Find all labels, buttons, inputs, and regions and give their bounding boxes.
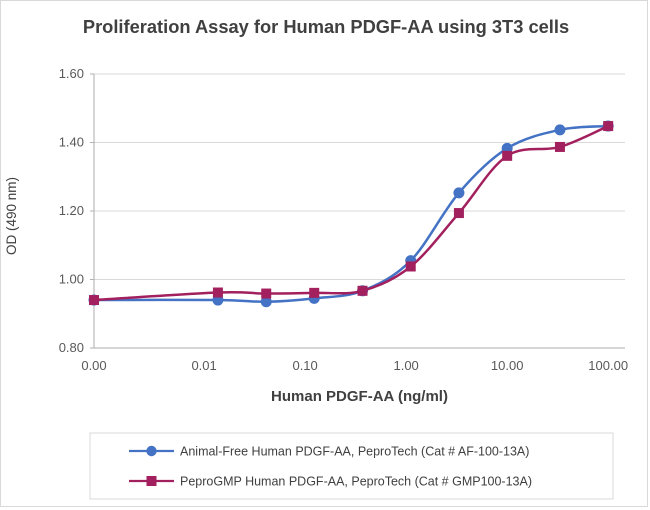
svg-text:Animal-Free Human PDGF-AA, Pep: Animal-Free Human PDGF-AA, PeproTech (Ca… <box>180 445 529 459</box>
svg-text:0.10: 0.10 <box>292 358 317 373</box>
svg-text:100.00: 100.00 <box>588 358 628 373</box>
svg-text:1.00: 1.00 <box>59 272 84 287</box>
svg-text:10.00: 10.00 <box>491 358 524 373</box>
svg-text:1.60: 1.60 <box>59 66 84 81</box>
svg-text:1.00: 1.00 <box>393 358 418 373</box>
svg-text:Human PDGF-AA (ng/ml): Human PDGF-AA (ng/ml) <box>271 388 448 405</box>
svg-text:OD (490 nm): OD (490 nm) <box>4 177 19 255</box>
svg-text:1.40: 1.40 <box>59 135 84 150</box>
svg-text:PeproGMP Human PDGF-AA, PeproT: PeproGMP Human PDGF-AA, PeproTech (Cat #… <box>180 475 532 489</box>
svg-text:0.80: 0.80 <box>59 340 84 355</box>
svg-text:0.00: 0.00 <box>81 358 106 373</box>
svg-text:1.20: 1.20 <box>59 203 84 218</box>
svg-text:0.01: 0.01 <box>191 358 216 373</box>
